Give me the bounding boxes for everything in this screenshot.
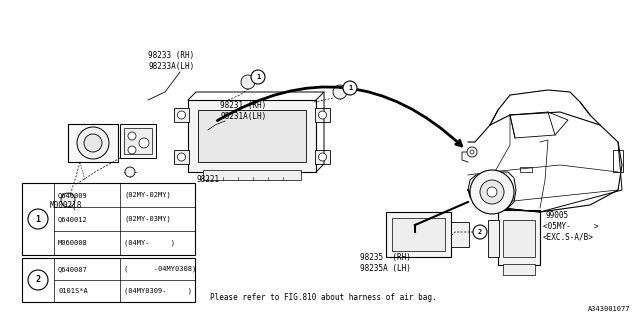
Text: (04MY0309-     ): (04MY0309- ) [124, 288, 192, 294]
Text: <05MY-     >: <05MY- > [543, 222, 598, 231]
Bar [315, 150, 330, 164]
Text: Q640009: Q640009 [58, 192, 88, 198]
Text: 98231 (RH): 98231 (RH) [220, 101, 266, 110]
Circle shape [177, 153, 186, 161]
Bar [386, 212, 451, 257]
Circle shape [125, 167, 135, 177]
Circle shape [84, 134, 102, 152]
Text: 98235  (RH): 98235 (RH) [360, 253, 411, 262]
Text: A343001077: A343001077 [588, 306, 630, 312]
Circle shape [343, 81, 357, 95]
Circle shape [28, 270, 48, 290]
Text: 0101S*A: 0101S*A [58, 288, 88, 294]
Bar [613, 150, 623, 172]
Text: 1: 1 [348, 85, 352, 91]
Circle shape [77, 127, 109, 159]
Text: 1: 1 [256, 74, 260, 80]
Circle shape [251, 70, 265, 84]
Text: Please refer to FIG.810 about harness of air bag.: Please refer to FIG.810 about harness of… [210, 293, 436, 302]
Text: 1: 1 [35, 214, 40, 223]
Text: 98233 (RH): 98233 (RH) [148, 51, 195, 60]
Bar [203, 170, 301, 180]
Bar [488, 220, 499, 257]
Circle shape [241, 75, 255, 89]
Bar [503, 220, 535, 257]
Circle shape [473, 225, 487, 239]
Bar [315, 108, 330, 122]
Bar [22, 258, 195, 302]
Bar [22, 183, 195, 255]
FancyArrowPatch shape [218, 87, 461, 146]
Text: 2: 2 [35, 276, 40, 284]
Text: M000218: M000218 [50, 201, 83, 210]
Bar [451, 222, 469, 247]
Bar [498, 210, 540, 265]
Bar [120, 124, 156, 158]
Circle shape [467, 147, 477, 157]
Bar [174, 150, 189, 164]
Circle shape [487, 187, 497, 197]
Text: 98221: 98221 [196, 175, 219, 184]
Circle shape [470, 170, 514, 214]
Text: (04MY-     ): (04MY- ) [124, 240, 175, 246]
Text: <EXC.S-A/B>: <EXC.S-A/B> [543, 233, 594, 242]
Text: M060008: M060008 [58, 240, 88, 246]
Circle shape [480, 180, 504, 204]
Text: 98231A(LH): 98231A(LH) [220, 112, 266, 121]
Circle shape [470, 150, 474, 154]
Circle shape [177, 111, 186, 119]
Circle shape [28, 209, 48, 229]
Text: (02MY-02MY): (02MY-02MY) [124, 192, 171, 198]
Bar [503, 264, 535, 275]
Text: 98233A(LH): 98233A(LH) [148, 62, 195, 71]
Text: 2: 2 [478, 229, 482, 235]
Bar [174, 108, 189, 122]
Circle shape [61, 193, 75, 207]
Bar [68, 124, 118, 162]
Circle shape [319, 153, 326, 161]
Text: Q640012: Q640012 [58, 216, 88, 222]
Bar [198, 110, 306, 162]
Circle shape [333, 85, 347, 99]
Text: Q640007: Q640007 [58, 266, 88, 272]
Circle shape [128, 146, 136, 154]
Circle shape [128, 132, 136, 140]
Text: (      -04MY0308): ( -04MY0308) [124, 266, 196, 272]
Bar [392, 218, 445, 251]
Text: (02MY-03MY): (02MY-03MY) [124, 216, 171, 222]
Bar [188, 100, 316, 172]
Bar [124, 128, 152, 154]
Circle shape [319, 111, 326, 119]
Text: 99005: 99005 [546, 211, 569, 220]
Text: 98235A (LH): 98235A (LH) [360, 264, 411, 273]
Circle shape [139, 138, 149, 148]
Bar [520, 167, 532, 172]
